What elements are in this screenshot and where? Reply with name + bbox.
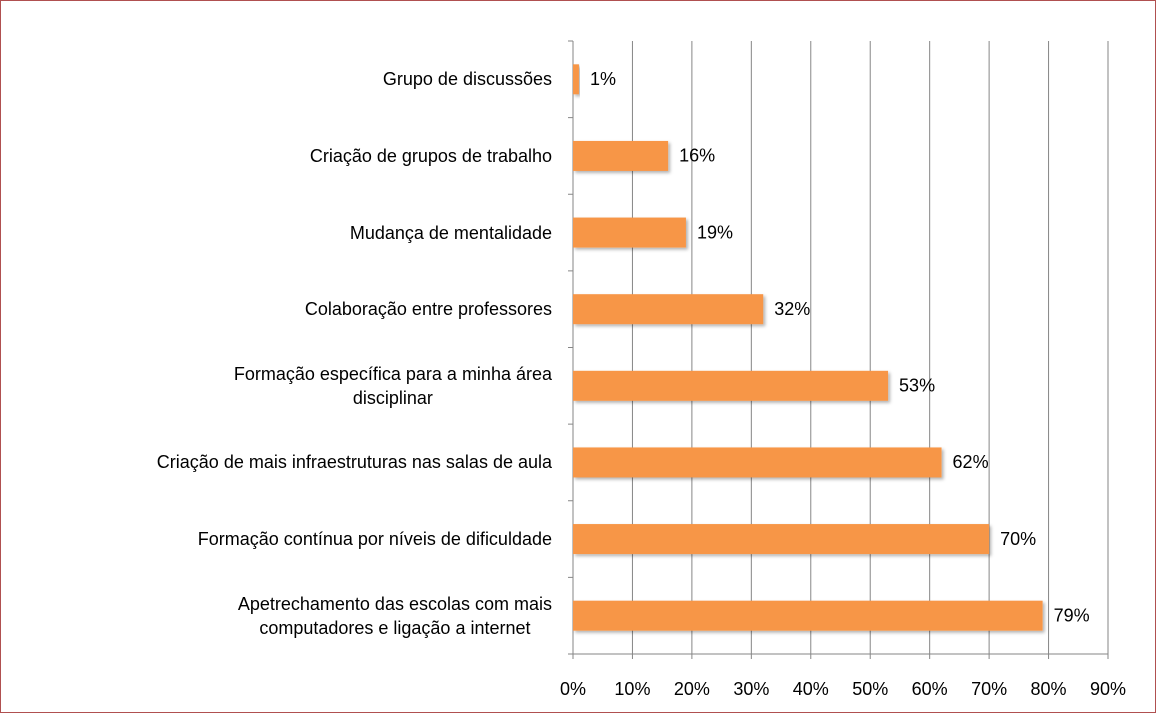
value-label: 1%: [590, 69, 616, 89]
bar: [573, 64, 579, 95]
category-label: Formação específica para a minha área di…: [233, 363, 552, 408]
x-tick-label: 30%: [733, 679, 769, 699]
category-label: Criação de mais infraestruturas nas sala…: [156, 452, 552, 473]
x-tick-label: 70%: [971, 679, 1007, 699]
category-label: Apetrechamento das escolas com mais comp…: [237, 593, 552, 638]
category-label: Grupo de discussões: [382, 69, 552, 90]
category-label: Colaboração entre professores: [304, 299, 552, 320]
bar: [573, 217, 686, 248]
value-label: 32%: [774, 299, 810, 319]
x-tick-label: 80%: [1031, 679, 1067, 699]
bar: [573, 524, 990, 555]
value-label: 62%: [953, 452, 989, 472]
value-label: 53%: [899, 376, 935, 396]
value-label: 16%: [679, 146, 715, 166]
x-tick-label: 20%: [674, 679, 710, 699]
category-label: Mudança de mentalidade: [349, 222, 552, 243]
category-label: Formação contínua por níveis de dificuld…: [197, 529, 552, 550]
value-label: 70%: [1000, 529, 1036, 549]
value-label: 79%: [1054, 605, 1090, 625]
bar: [573, 600, 1043, 631]
x-tick-label: 50%: [852, 679, 888, 699]
category-label: Criação de grupos de trabalho: [309, 145, 552, 166]
value-label: 19%: [697, 222, 733, 242]
x-tick-label: 40%: [793, 679, 829, 699]
x-tick-label: 0%: [560, 679, 586, 699]
x-tick-label: 10%: [614, 679, 650, 699]
bar: [573, 370, 889, 401]
x-tick-label: 90%: [1090, 679, 1126, 699]
bar: [573, 294, 764, 325]
bar: [573, 140, 669, 171]
x-tick-label: 60%: [912, 679, 948, 699]
bar: [573, 447, 942, 478]
